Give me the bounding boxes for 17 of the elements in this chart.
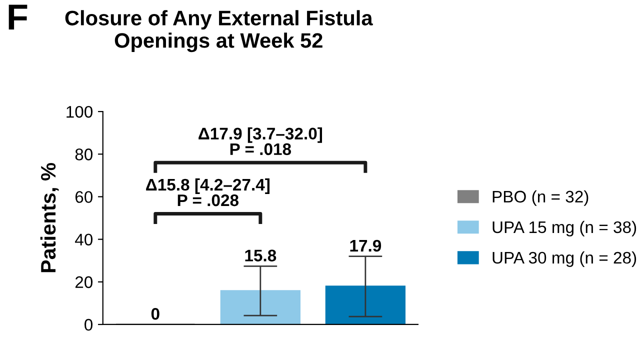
legend-label: UPA 30 mg (n = 28) bbox=[492, 251, 636, 267]
y-tick-label: 20 bbox=[75, 276, 93, 288]
annotation: Δ15.8 [4.2–27.4] P = .028 bbox=[146, 178, 270, 206]
data-label: 0 bbox=[151, 308, 160, 320]
y-tick-label: 0 bbox=[84, 318, 93, 331]
annotation: Δ17.9 [3.7–32.0] P = .018 bbox=[198, 127, 322, 156]
y-tick-label: 80 bbox=[75, 148, 93, 160]
data-label: 17.9 bbox=[350, 240, 382, 252]
y-tick-label: 100 bbox=[66, 106, 93, 118]
legend-label: PBO (n = 32) bbox=[492, 190, 588, 206]
data-label: 15.8 bbox=[245, 250, 276, 262]
y-tick-label: 60 bbox=[75, 191, 93, 203]
y-axis-title: Patients, % bbox=[40, 162, 59, 272]
y-tick-label: 40 bbox=[75, 234, 93, 246]
chart-title: Closure of Any External Fistula Openings at Week 52 bbox=[65, 10, 373, 52]
text: F bbox=[8, 4, 28, 30]
legend-label: UPA 15 mg (n = 38) bbox=[492, 220, 636, 236]
